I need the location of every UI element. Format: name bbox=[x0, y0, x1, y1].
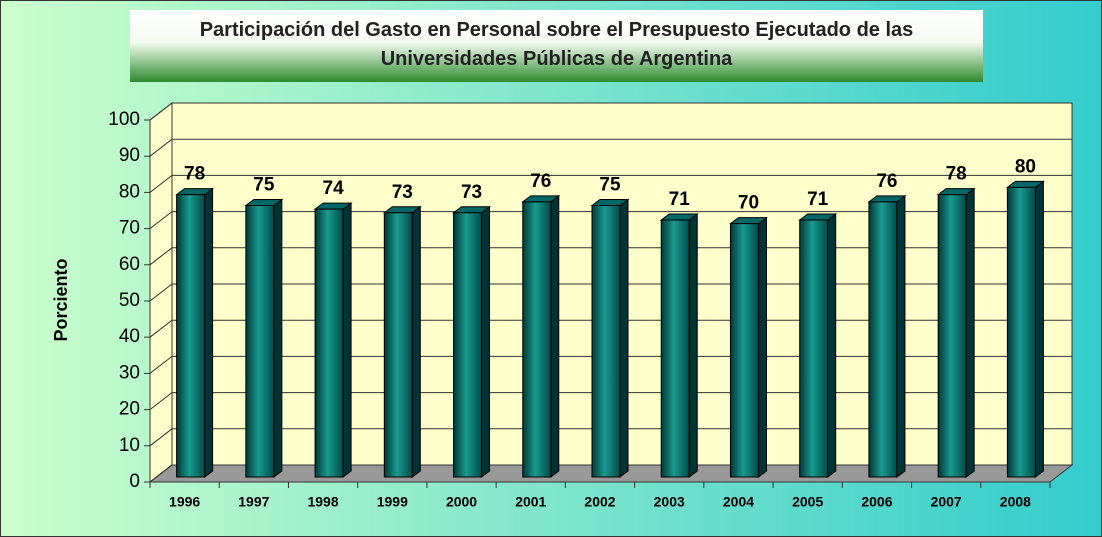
grid-line bbox=[149, 355, 1072, 374]
grid-line bbox=[149, 174, 1072, 193]
value-label: 78 bbox=[184, 164, 205, 185]
grid-line bbox=[149, 319, 1072, 338]
value-label: 71 bbox=[807, 189, 829, 210]
y-tick-label: 10 bbox=[119, 435, 140, 456]
bar-side bbox=[827, 212, 837, 478]
x-tick-label: 2003 bbox=[654, 494, 685, 510]
y-tick-label: 70 bbox=[119, 218, 140, 239]
bar-side bbox=[619, 198, 629, 478]
bar bbox=[522, 201, 552, 478]
grid-line bbox=[149, 283, 1072, 302]
grid-line bbox=[149, 138, 1072, 157]
x-tick-label: 2007 bbox=[931, 494, 962, 510]
bar bbox=[868, 201, 898, 478]
value-label: 80 bbox=[1015, 156, 1036, 177]
bar-side bbox=[481, 205, 491, 478]
value-label: 78 bbox=[946, 164, 967, 185]
y-tick-label: 60 bbox=[119, 254, 140, 275]
x-tick-label: 2008 bbox=[1000, 494, 1031, 510]
y-tick-label: 50 bbox=[119, 290, 140, 311]
bar bbox=[453, 212, 483, 478]
value-label: 75 bbox=[599, 175, 621, 196]
grid-line bbox=[149, 247, 1072, 266]
y-tick-label: 40 bbox=[119, 326, 140, 347]
bar bbox=[383, 212, 413, 478]
value-label: 76 bbox=[876, 171, 897, 192]
x-tick-label: 1999 bbox=[377, 494, 408, 510]
grid-line bbox=[149, 428, 1072, 447]
grid-line bbox=[149, 464, 1072, 483]
y-tick-label: 90 bbox=[119, 145, 140, 166]
y-tick-label: 30 bbox=[119, 362, 140, 383]
x-tick-label: 2002 bbox=[584, 494, 615, 510]
bar bbox=[1006, 186, 1036, 478]
y-tick-label: 80 bbox=[119, 181, 140, 202]
bar bbox=[937, 194, 967, 478]
bar bbox=[660, 219, 690, 478]
x-tick-label: 1998 bbox=[307, 494, 338, 510]
y-tick-label: 20 bbox=[119, 399, 140, 420]
bar bbox=[314, 208, 344, 478]
value-label: 71 bbox=[669, 189, 691, 210]
value-label: 74 bbox=[323, 178, 345, 199]
y-tick-label: 100 bbox=[108, 109, 140, 130]
bar-side bbox=[688, 212, 698, 478]
bar bbox=[176, 194, 206, 478]
value-label: 76 bbox=[530, 171, 551, 192]
x-tick-label: 1996 bbox=[169, 494, 200, 510]
bar-side bbox=[896, 194, 906, 478]
value-label: 70 bbox=[738, 193, 759, 214]
y-tick-label: 0 bbox=[129, 471, 140, 492]
x-tick-label: 1997 bbox=[238, 494, 269, 510]
bar-side bbox=[204, 187, 214, 478]
grid-line bbox=[149, 211, 1072, 229]
y-axis-label: Porciento bbox=[51, 258, 71, 341]
bar bbox=[591, 205, 621, 478]
value-label: 73 bbox=[461, 182, 482, 203]
grid-line bbox=[149, 102, 1072, 121]
bar-side bbox=[342, 202, 352, 478]
bar bbox=[245, 205, 275, 478]
x-tick-label: 2000 bbox=[446, 494, 477, 510]
bar bbox=[799, 219, 829, 478]
bar-side bbox=[1034, 180, 1044, 478]
bar-side bbox=[757, 216, 767, 478]
chart-title: Participación del Gasto en Personal sobr… bbox=[130, 10, 983, 82]
bar-side bbox=[411, 205, 421, 478]
x-tick-label: 2005 bbox=[792, 494, 823, 510]
x-tick-label: 2004 bbox=[723, 494, 754, 510]
grid-line bbox=[149, 392, 1072, 410]
bar-side bbox=[550, 194, 560, 478]
bar-side bbox=[965, 187, 975, 478]
value-label: 75 bbox=[253, 175, 275, 196]
x-tick-label: 2001 bbox=[515, 494, 546, 510]
bar bbox=[729, 223, 759, 478]
x-tick-label: 2006 bbox=[861, 494, 892, 510]
bar-side bbox=[273, 198, 283, 478]
value-label: 73 bbox=[392, 182, 413, 203]
